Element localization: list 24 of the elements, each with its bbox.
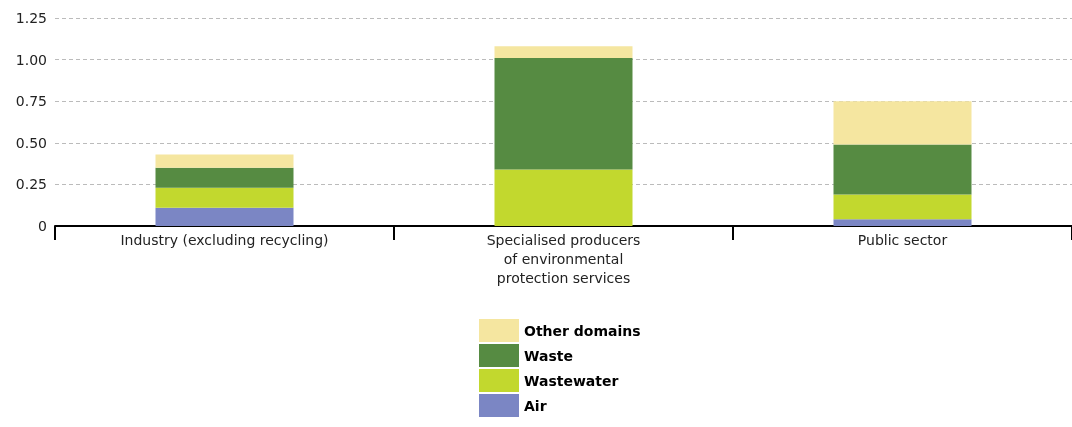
y-tick-label: 1.25 <box>15 10 47 26</box>
legend-label: Air <box>524 397 547 414</box>
bar <box>155 167 294 188</box>
legend-label: Waste <box>524 347 573 364</box>
y-tick-label: 0.25 <box>15 176 47 193</box>
bar <box>155 207 294 226</box>
bar <box>155 187 294 208</box>
bar <box>494 46 633 58</box>
bar <box>494 169 633 226</box>
x-tick-label: Industry (excluding recycling) <box>120 231 329 248</box>
bar <box>833 219 972 226</box>
y-tick-label: 0.50 <box>15 134 47 151</box>
y-tick-label: 0.75 <box>15 93 47 110</box>
y-tick-label: 0 <box>38 218 47 234</box>
bar <box>494 57 633 170</box>
x-tick-label: Specialised producers of environmental protection services <box>486 231 641 286</box>
legend-label: Other domains <box>524 322 641 339</box>
bar <box>833 101 972 145</box>
bar <box>833 194 972 220</box>
bar <box>833 144 972 195</box>
y-tick-label: 1.00 <box>15 51 47 68</box>
bar <box>155 154 294 168</box>
legend-label: Wastewater <box>524 372 619 389</box>
x-tick-label: Public sector <box>857 231 948 248</box>
